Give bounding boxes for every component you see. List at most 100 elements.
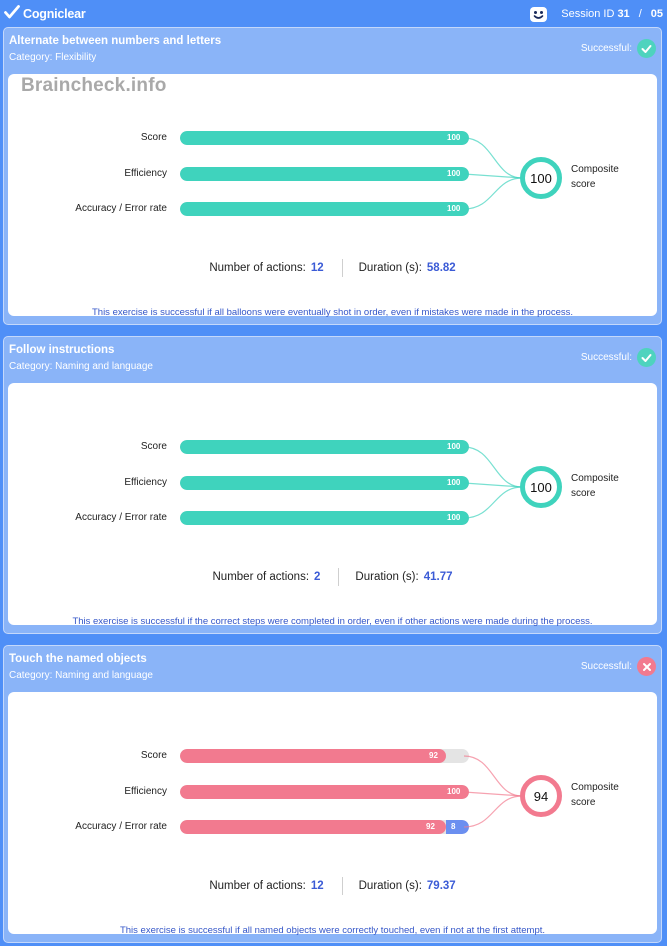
duration-label: Duration (s):: [355, 571, 419, 583]
exercise-note: This exercise is successful if all named…: [119, 925, 546, 936]
metric-bar-fill: [180, 167, 469, 181]
exercise-category: Category: Flexibility: [9, 52, 97, 63]
metric-label: Efficiency: [124, 477, 167, 488]
metric-label: Accuracy / Error rate: [75, 821, 167, 832]
exercise-panel: Follow instructions Category: Naming and …: [3, 336, 662, 634]
metric-value: 92: [429, 751, 438, 760]
exercise-card: Braincheck.info Score 100 Efficiency 100 Ac…: [8, 74, 657, 318]
cross-icon: [637, 657, 656, 676]
connector-lines: [464, 446, 523, 519]
actions-label: Number of actions:: [212, 571, 310, 583]
metric-bar-fill: [180, 820, 446, 834]
metric-bar: 100: [180, 785, 469, 799]
composite-score: 100: [520, 466, 562, 508]
status-indicator: Successful:: [581, 657, 656, 676]
stats-divider: [341, 877, 343, 895]
check-mark-logo-icon: [4, 4, 20, 25]
check-icon: [637, 39, 656, 58]
exercise-title: Touch the named objects: [9, 653, 147, 665]
exercise-category: Category: Naming and language: [9, 361, 153, 372]
exercise-title: Follow instructions: [9, 344, 115, 356]
metric-label: Score: [140, 441, 167, 452]
duration-label: Duration (s):: [358, 262, 422, 274]
exercise-title: Alternate between numbers and letters: [9, 35, 222, 47]
metric-bar-fill: [180, 785, 469, 799]
metric-bar: 100: [180, 202, 469, 216]
exercise-stats: Number of actions: 2 Duration (s): 41.77: [8, 568, 657, 586]
composite-label: Composite score: [571, 473, 619, 499]
status-label: Successful:: [580, 43, 632, 54]
session-id: 31: [617, 8, 630, 20]
metric-bar: 92 8: [180, 820, 469, 834]
exercise-note: This exercise is successful if all ballo…: [91, 307, 574, 318]
exercise-stats: Number of actions: 12 Duration (s): 58.8…: [8, 259, 657, 277]
metric-label: Accuracy / Error rate: [75, 512, 167, 523]
metric-value: 92: [426, 822, 435, 831]
actions-value: 12: [310, 880, 324, 892]
duration-value: 58.82: [426, 262, 456, 274]
metric-label: Accuracy / Error rate: [75, 203, 167, 214]
metric-label: Efficiency: [124, 786, 167, 797]
exercise-card: Score 100 Efficiency 100 Accuracy / Error …: [8, 383, 657, 627]
status-label: Successful:: [580, 661, 632, 672]
actions-label: Number of actions:: [209, 262, 306, 274]
composite-label: Composite score: [571, 782, 619, 808]
metric-value: 100: [447, 478, 461, 487]
metric-value: 100: [447, 204, 461, 213]
connector-lines: [464, 755, 523, 828]
composite-label: Composite score: [571, 164, 619, 190]
brand[interactable]: Cogniclear: [4, 4, 86, 24]
error-bar-fill: [446, 820, 469, 834]
metric-bar: 92: [180, 749, 469, 763]
metric-label: Score: [140, 750, 167, 761]
session-total: 05: [650, 8, 663, 20]
exercise-stats: Number of actions: 12 Duration (s): 79.3…: [8, 877, 657, 895]
metric-bar-fill: [180, 131, 469, 145]
metric-value: 100: [447, 787, 461, 796]
session-info: Session ID 31 / 05: [530, 5, 663, 23]
metric-bar: 100: [180, 131, 469, 145]
actions-label: Number of actions:: [209, 880, 306, 892]
face-icon[interactable]: [530, 6, 548, 22]
exercise-panel: Alternate between numbers and letters Cat…: [3, 27, 662, 325]
actions-value: 12: [310, 262, 324, 274]
duration-value: 79.37: [426, 880, 456, 892]
metric-bar: 100: [180, 511, 469, 525]
status-label: Successful:: [580, 352, 632, 363]
metric-bar: 100: [180, 440, 469, 454]
check-icon: [637, 348, 656, 367]
actions-value: 2: [314, 571, 321, 583]
exercise-panel: Touch the named objects Category: Naming …: [3, 645, 662, 943]
session-separator: /: [638, 8, 642, 20]
session-label: Session ID: [561, 8, 615, 20]
duration-label: Duration (s):: [358, 880, 422, 892]
metric-bar-fill: [180, 202, 469, 216]
brand-name: Cogniclear: [23, 7, 86, 21]
metric-label: Efficiency: [124, 168, 167, 179]
metric-value: 100: [447, 442, 461, 451]
duration-value: 41.77: [423, 571, 453, 583]
exercise-category: Category: Naming and language: [9, 670, 153, 681]
metric-value: 100: [447, 133, 461, 142]
stats-divider: [341, 259, 343, 277]
metric-bar: 100: [180, 476, 469, 490]
error-value: 8: [451, 822, 456, 831]
metric-bar-fill: [180, 511, 469, 525]
composite-score: 94: [520, 775, 562, 817]
metric-label: Score: [140, 132, 167, 143]
exercise-note: This exercise is successful if the corre…: [72, 616, 593, 627]
metric-value: 100: [447, 513, 461, 522]
status-indicator: Successful:: [581, 348, 656, 367]
watermark: Braincheck.info: [21, 75, 167, 96]
connector-lines: [464, 137, 523, 210]
exercise-card: Score 92 Efficiency 100 Accuracy / Error r…: [8, 692, 657, 936]
metric-bar: 100: [180, 167, 469, 181]
metric-bar-fill: [180, 440, 469, 454]
top-bar: Cogniclear Session ID 31 / 05: [0, 0, 667, 27]
metric-bar-fill: [180, 749, 446, 763]
status-indicator: Successful:: [581, 39, 656, 58]
composite-score: 100: [520, 157, 562, 199]
metric-value: 100: [447, 169, 461, 178]
stats-divider: [338, 568, 340, 586]
metric-bar-fill: [180, 476, 469, 490]
